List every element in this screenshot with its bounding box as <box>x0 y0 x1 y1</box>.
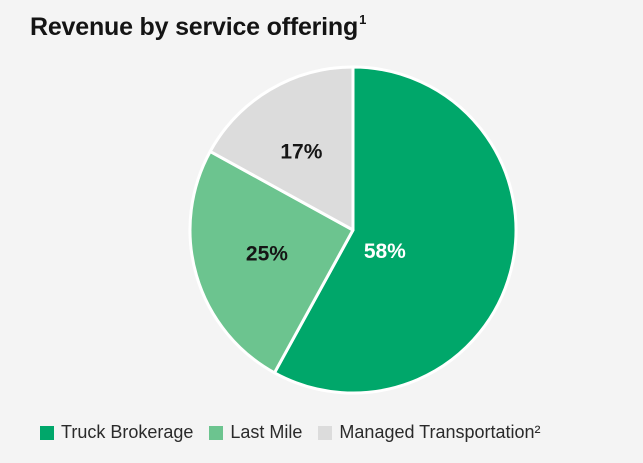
slice-label-last-mile: 25% <box>246 243 288 266</box>
legend-item-truck-brokerage: Truck Brokerage <box>40 422 193 443</box>
chart-legend: Truck Brokerage Last Mile Managed Transp… <box>40 422 541 443</box>
chart-title: Revenue by service offering1 <box>30 12 366 42</box>
pie-slice-managed-transportation <box>208 65 355 232</box>
legend-item-managed-transportation: Managed Transportation² <box>318 422 541 443</box>
title-footnote-marker: 1 <box>359 12 367 27</box>
legend-label-last-mile: Last Mile <box>230 422 303 442</box>
slice-label-truck-brokerage: 58% <box>364 240 406 263</box>
pie-slice-last-mile <box>188 149 355 375</box>
legend-swatch-truck-brokerage <box>40 425 54 440</box>
legend-swatch-managed-transportation <box>318 425 333 440</box>
chart-title-text: Revenue by service offering <box>30 13 359 41</box>
pie-slice-truck-brokerage <box>272 65 518 395</box>
slice-label-managed-transportation: 17% <box>280 140 322 163</box>
legend-item-last-mile: Last Mile <box>209 422 302 443</box>
legend-label-managed-transportation: Managed Transportation² <box>339 422 541 442</box>
legend-swatch-last-mile <box>209 425 224 440</box>
legend-label-truck-brokerage: Truck Brokerage <box>61 422 194 442</box>
